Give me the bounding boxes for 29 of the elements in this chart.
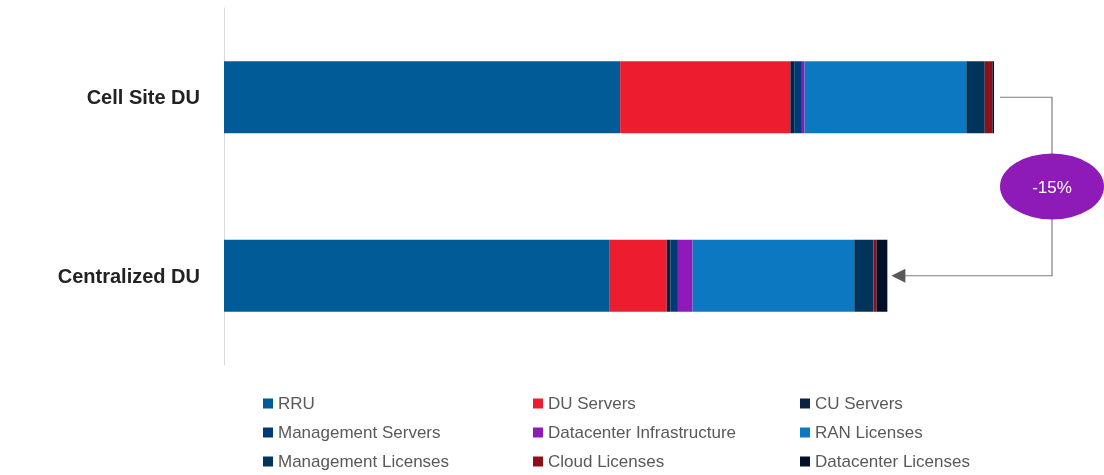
bar — [620, 61, 791, 134]
bar — [804, 61, 967, 134]
bar — [224, 239, 610, 312]
bar — [876, 239, 888, 312]
bar — [609, 239, 667, 312]
bar — [984, 61, 993, 134]
legend-label: CU Servers — [815, 394, 903, 413]
legend-label: Datacenter Infrastructure — [548, 423, 737, 442]
legend-label: Cloud Licenses — [548, 452, 665, 471]
bar — [224, 61, 621, 134]
bar — [794, 61, 802, 134]
legend-label: RRU — [278, 394, 315, 413]
legend-label: Datacenter Licenses — [815, 452, 970, 471]
legend-label: Management Servers — [278, 423, 441, 442]
bar — [666, 239, 671, 312]
bar — [790, 61, 795, 134]
bar — [801, 61, 805, 134]
y-tick-label: Centralized DU — [57, 264, 200, 287]
legend-label: DU Servers — [548, 394, 636, 413]
bar — [966, 61, 985, 134]
bar — [692, 239, 855, 312]
legend-label: RAN Licenses — [815, 423, 923, 442]
bar — [670, 239, 678, 312]
legend-label: Management Licenses — [278, 452, 450, 471]
y-tick-label: Cell Site DU — [86, 86, 200, 109]
text: -15% — [1032, 177, 1072, 197]
bar — [677, 239, 693, 312]
bar — [854, 239, 874, 312]
bar — [873, 239, 877, 312]
